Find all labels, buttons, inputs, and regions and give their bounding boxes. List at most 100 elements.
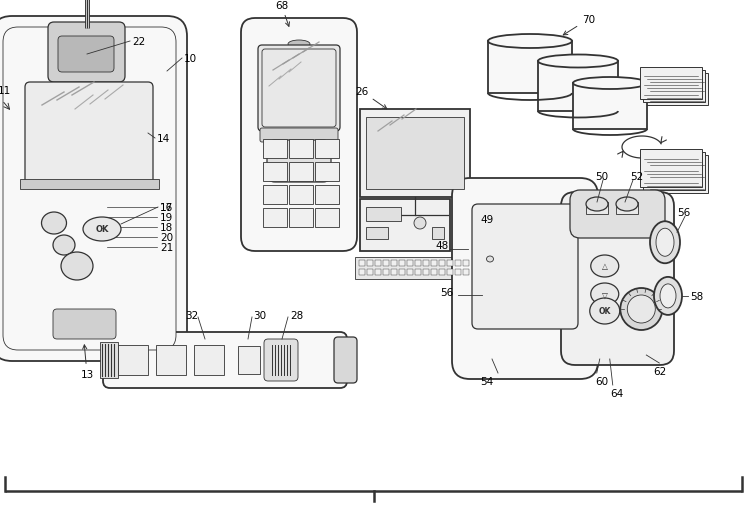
Text: 70: 70 (563, 15, 596, 36)
Bar (616, 203, 638, 215)
Text: ▽: ▽ (602, 290, 608, 299)
Bar (20, 180, 159, 190)
FancyBboxPatch shape (3, 28, 176, 350)
Ellipse shape (586, 197, 608, 212)
Bar (355, 258, 473, 279)
Bar (646, 74, 708, 106)
Bar (463, 261, 469, 267)
Bar (640, 150, 702, 188)
Text: 26: 26 (355, 87, 387, 109)
Bar (538, 62, 618, 112)
Bar (315, 140, 339, 159)
Ellipse shape (660, 285, 676, 308)
Text: 16: 16 (160, 203, 173, 213)
Bar (643, 71, 705, 103)
Bar (263, 140, 287, 159)
Text: 11: 11 (0, 86, 11, 96)
FancyBboxPatch shape (58, 37, 114, 73)
Ellipse shape (590, 298, 620, 324)
Bar (100, 343, 118, 378)
Ellipse shape (620, 289, 662, 330)
Text: 14: 14 (157, 134, 170, 144)
Bar (439, 261, 445, 267)
Ellipse shape (483, 258, 497, 277)
Bar (439, 269, 445, 275)
Text: 28: 28 (290, 310, 303, 320)
Bar (366, 118, 464, 190)
Text: 30: 30 (253, 310, 266, 320)
Ellipse shape (573, 78, 647, 90)
FancyBboxPatch shape (334, 337, 357, 383)
FancyBboxPatch shape (264, 340, 298, 381)
Bar (573, 84, 647, 130)
Ellipse shape (61, 252, 93, 280)
Ellipse shape (538, 55, 618, 68)
Text: 18: 18 (160, 222, 173, 233)
Text: 21: 21 (160, 242, 173, 252)
Text: 62: 62 (653, 366, 667, 376)
Bar (359, 269, 365, 275)
Bar (366, 208, 401, 221)
Bar (375, 269, 381, 275)
Bar (289, 163, 313, 182)
FancyBboxPatch shape (561, 192, 674, 365)
Text: 49: 49 (480, 215, 494, 224)
Bar (643, 153, 705, 191)
Bar (455, 269, 461, 275)
Bar (423, 261, 429, 267)
Bar (289, 186, 313, 205)
Text: 64: 64 (610, 388, 623, 398)
Bar (646, 156, 708, 193)
Text: 50: 50 (595, 172, 608, 182)
FancyBboxPatch shape (0, 17, 187, 361)
Bar (366, 228, 388, 240)
Text: 68: 68 (274, 1, 290, 27)
Ellipse shape (83, 217, 121, 242)
Text: 32: 32 (185, 310, 198, 320)
Text: OK: OK (95, 225, 109, 234)
Bar (118, 345, 148, 375)
FancyBboxPatch shape (25, 83, 153, 185)
Bar (360, 200, 450, 251)
Ellipse shape (654, 277, 682, 315)
Bar (263, 186, 287, 205)
Ellipse shape (656, 229, 674, 257)
Bar (463, 269, 469, 275)
Ellipse shape (53, 236, 75, 256)
FancyBboxPatch shape (472, 205, 578, 329)
Text: 48: 48 (435, 241, 448, 251)
Text: 13: 13 (80, 345, 94, 379)
Bar (367, 261, 373, 267)
FancyBboxPatch shape (262, 50, 336, 128)
Bar (407, 261, 413, 267)
Text: 54: 54 (480, 376, 494, 386)
FancyBboxPatch shape (452, 179, 598, 379)
Bar (289, 140, 313, 159)
Bar (360, 110, 470, 197)
Bar (432, 228, 444, 240)
Ellipse shape (414, 217, 426, 230)
Bar (263, 163, 287, 182)
Bar (383, 269, 389, 275)
Text: OK: OK (598, 307, 611, 316)
Ellipse shape (650, 222, 680, 264)
Bar (156, 345, 186, 375)
Bar (315, 163, 339, 182)
Ellipse shape (487, 257, 494, 263)
Text: 19: 19 (160, 213, 173, 222)
Ellipse shape (488, 35, 572, 49)
Bar (586, 203, 608, 215)
Bar (383, 261, 389, 267)
Text: △: △ (602, 262, 608, 271)
Bar (423, 269, 429, 275)
Bar (447, 269, 453, 275)
Bar (447, 261, 453, 267)
FancyBboxPatch shape (103, 332, 347, 388)
FancyBboxPatch shape (53, 309, 116, 340)
Bar (488, 42, 572, 94)
Text: 56: 56 (677, 208, 690, 218)
Bar (415, 261, 421, 267)
Text: 56: 56 (440, 287, 453, 297)
Text: 20: 20 (160, 233, 173, 242)
Bar (399, 269, 405, 275)
